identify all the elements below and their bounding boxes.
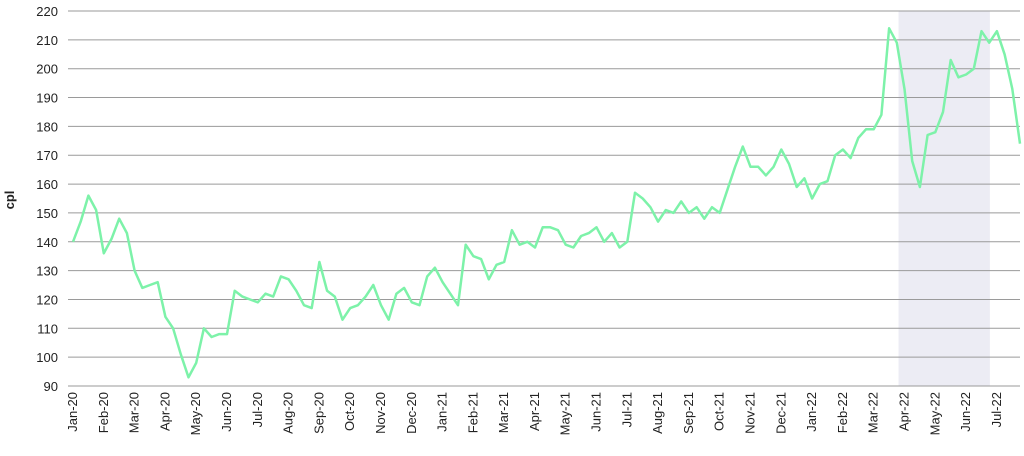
x-tick-label: Jan-22 (804, 392, 819, 432)
x-tick-label: Aug-20 (281, 392, 296, 434)
x-tick-label: May-20 (188, 392, 203, 435)
x-tick-label: Sep-21 (681, 392, 696, 434)
x-tick-label: Mar-22 (866, 392, 881, 433)
y-tick-label: 170 (36, 148, 58, 163)
y-tick-label: 200 (36, 62, 58, 77)
x-tick-label: Sep-20 (311, 392, 326, 434)
y-tick-label: 140 (36, 235, 58, 250)
x-tick-label: Nov-21 (743, 392, 758, 434)
x-tick-label: Oct-21 (712, 392, 727, 431)
y-tick-label: 120 (36, 292, 58, 307)
x-tick-label: Jan-20 (65, 392, 80, 432)
x-tick-label: Apr-22 (897, 392, 912, 431)
x-tick-label: Aug-21 (650, 392, 665, 434)
series-line (71, 27, 1022, 379)
y-tick-label: 180 (36, 119, 58, 134)
x-tick-label: Jun-21 (589, 392, 604, 432)
y-tick-label: 100 (36, 350, 58, 365)
x-tick-label: Mar-20 (127, 392, 142, 433)
x-tick-label: May-22 (927, 392, 942, 435)
x-tick-label: Feb-20 (96, 392, 111, 433)
x-tick-label: Jan-21 (435, 392, 450, 432)
x-tick-label: Oct-20 (342, 392, 357, 431)
y-axis-label: cpl (2, 191, 17, 210)
y-tick-label: 220 (36, 4, 58, 19)
y-tick-label: 110 (37, 321, 58, 336)
x-tick-label: Jul-21 (619, 392, 634, 427)
x-tick-label: Nov-20 (373, 392, 388, 434)
x-tick-label: Feb-21 (465, 392, 480, 433)
x-tick-label: Apr-21 (527, 392, 542, 431)
x-tick-label: Feb-22 (835, 392, 850, 433)
x-tick-label: Jul-20 (250, 392, 265, 427)
x-tick-label: Apr-20 (157, 392, 172, 431)
y-tick-label: 160 (36, 177, 58, 192)
y-tick-label: 190 (36, 91, 58, 106)
x-tick-label: Jul-22 (989, 392, 1004, 427)
x-tick-label: Jun-22 (958, 392, 973, 432)
y-tick-label: 210 (36, 33, 58, 48)
x-tick-label: Mar-21 (496, 392, 511, 433)
highlight-band (898, 11, 990, 386)
y-tick-label: 130 (36, 264, 58, 279)
x-tick-label: Jun-20 (219, 392, 234, 432)
x-tick-label: May-21 (558, 392, 573, 435)
y-tick-label: 150 (36, 206, 58, 221)
y-tick-label: 90 (44, 379, 58, 394)
x-tick-label: Dec-20 (404, 392, 419, 434)
x-tick-label: Dec-21 (773, 392, 788, 434)
